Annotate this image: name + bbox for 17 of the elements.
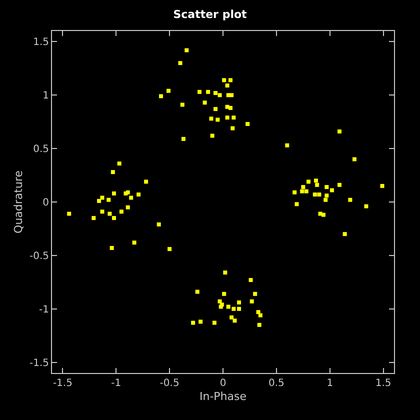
x-tick-label: 0: [220, 378, 226, 389]
x-tick-label: 1.5: [375, 378, 392, 389]
y-tick-label: -1: [39, 304, 49, 316]
x-tick-label: 1: [326, 378, 334, 389]
chart-title: Scatter plot: [173, 8, 247, 22]
y-axis-title: Quadrature: [12, 170, 26, 234]
x-tick-label: -1.5: [52, 378, 72, 389]
y-tick-label: 0.5: [33, 144, 49, 156]
x-tick-label: 0.5: [268, 378, 284, 389]
y-tick-label: 1: [42, 90, 49, 102]
y-tick-label: 0: [42, 198, 49, 208]
x-tick-label: -1: [111, 378, 122, 389]
x-axis-title: In-Phase: [199, 390, 247, 404]
y-tick-label: -1.5: [29, 358, 49, 369]
x-tick-label: -0.5: [160, 378, 180, 389]
y-tick-label: 1.5: [33, 37, 49, 48]
y-tick-label: -0.5: [29, 250, 49, 262]
